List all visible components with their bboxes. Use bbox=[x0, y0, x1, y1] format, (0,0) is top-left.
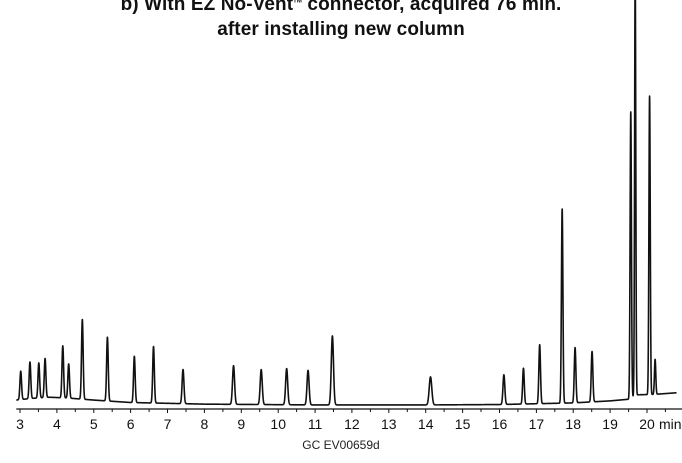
x-tick-label: 5 bbox=[90, 416, 98, 432]
peak-23 bbox=[591, 351, 593, 353]
x-tick-label: 19 bbox=[602, 416, 618, 432]
peak-11 bbox=[182, 369, 184, 371]
x-axis: 3 4 5 6 7 8 9 10 11 12 13 14 15 16 17 18 19 20 min bbox=[16, 408, 682, 432]
peak-26 bbox=[649, 95, 651, 97]
x-tick-label: 15 bbox=[455, 416, 471, 432]
peak-4 bbox=[44, 358, 46, 360]
x-tick-label: 12 bbox=[344, 416, 360, 432]
x-tick-label: 13 bbox=[381, 416, 397, 432]
x-tick-label: 10 bbox=[270, 416, 286, 432]
x-tick-label: 3 bbox=[16, 416, 24, 432]
x-tick-label: 4 bbox=[53, 416, 61, 432]
peak-12 bbox=[233, 365, 235, 367]
chart-title-line2: after installing new column bbox=[217, 19, 465, 40]
peak-18 bbox=[503, 374, 505, 376]
peak-13 bbox=[260, 369, 262, 371]
peak-9 bbox=[134, 356, 136, 358]
x-tick-label: 20 bbox=[639, 416, 655, 432]
peak-21 bbox=[561, 208, 563, 210]
peak-10 bbox=[153, 346, 155, 348]
peak-15 bbox=[307, 370, 309, 372]
peak-14 bbox=[286, 368, 288, 370]
x-axis-unit-label: min bbox=[659, 416, 682, 432]
peak-24 bbox=[630, 111, 632, 113]
chart-title-line1: b) With EZ No-VentTM connector, acquired… bbox=[120, 0, 562, 15]
peak-7 bbox=[82, 319, 84, 321]
peak-1 bbox=[20, 370, 22, 372]
x-tick-label: 16 bbox=[492, 416, 508, 432]
peak-5 bbox=[62, 345, 64, 347]
peak-22 bbox=[574, 347, 576, 349]
peak-27 bbox=[654, 359, 656, 361]
x-tick-label: 7 bbox=[164, 416, 172, 432]
peak-16 bbox=[332, 335, 334, 337]
trace-layer bbox=[15, 0, 678, 406]
trademark-symbol: TM bbox=[293, 0, 303, 5]
peak-20 bbox=[539, 344, 541, 346]
peak-19 bbox=[523, 367, 525, 369]
x-tick-label: 9 bbox=[237, 416, 245, 432]
figure-code: GC EV00659d bbox=[302, 438, 380, 452]
x-tick-label: 6 bbox=[127, 416, 135, 432]
x-tick-label: 11 bbox=[308, 416, 323, 432]
peak-3 bbox=[38, 362, 40, 364]
peak-6 bbox=[68, 363, 70, 365]
x-tick-label: 8 bbox=[201, 416, 209, 432]
x-tick-label: 18 bbox=[565, 416, 581, 432]
chromatogram-trace bbox=[15, 0, 678, 406]
peak-8 bbox=[107, 336, 109, 338]
x-tick-label: 14 bbox=[418, 416, 434, 432]
peak-17 bbox=[430, 376, 432, 378]
peak-2 bbox=[29, 361, 31, 363]
x-tick-label: 17 bbox=[529, 416, 545, 432]
